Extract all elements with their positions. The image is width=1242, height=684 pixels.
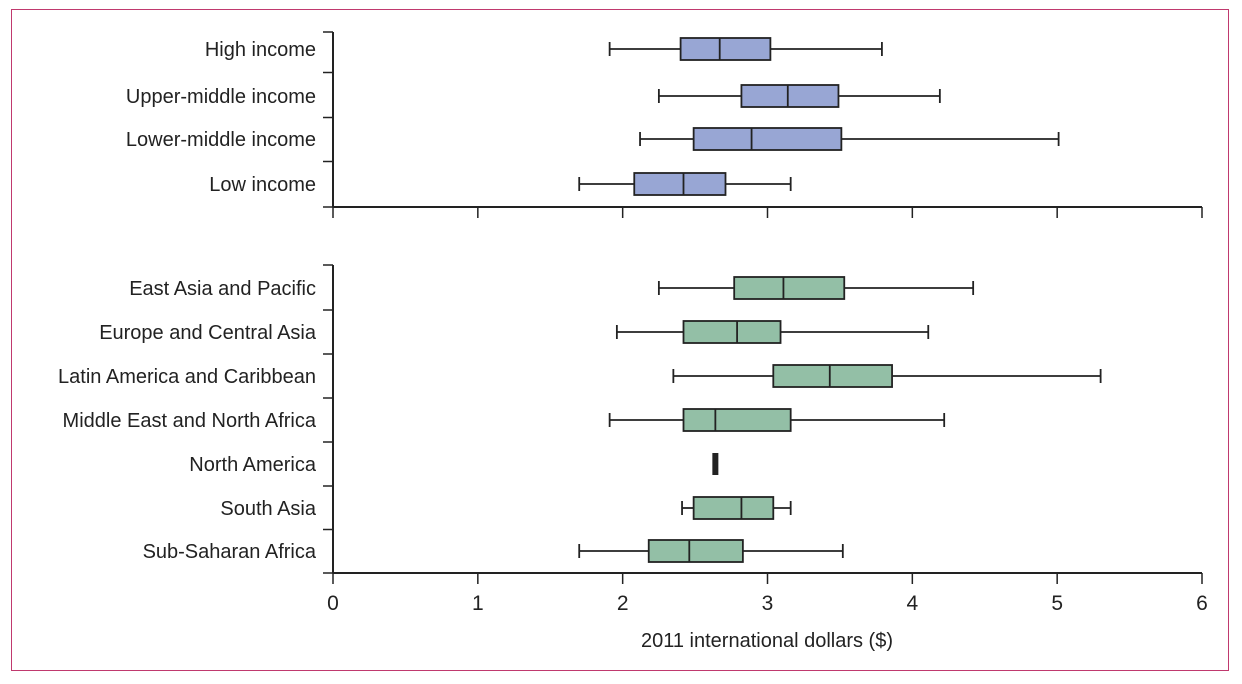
iqr-box xyxy=(772,364,893,388)
box-latin-america-and-caribbean: Latin America and Caribbean xyxy=(58,364,1102,388)
iqr-box xyxy=(682,320,782,344)
panel-income: High income Upper-middle income Lower-midd… xyxy=(126,31,1203,218)
box-south-asia: South Asia xyxy=(220,496,792,520)
iqr-box xyxy=(679,37,772,61)
box-lower-middle-income: Lower-middle income xyxy=(126,127,1060,151)
category-label: Europe and Central Asia xyxy=(99,322,317,344)
iqr-box xyxy=(733,276,846,300)
category-label: Latin America and Caribbean xyxy=(58,366,316,388)
category-label: North America xyxy=(189,454,317,476)
box-europe-and-central-asia: Europe and Central Asia xyxy=(99,320,930,344)
iqr-box xyxy=(692,127,843,151)
box-middle-east-and-north-africa: Middle East and North Africa xyxy=(63,408,946,432)
x-tick-label: 6 xyxy=(1196,592,1208,615)
x-tick-label: 0 xyxy=(327,592,339,615)
box-east-asia-and-pacific: East Asia and Pacific xyxy=(129,276,975,300)
box-north-america: North America xyxy=(189,453,719,476)
box-low-income: Low income xyxy=(209,172,792,196)
category-label: East Asia and Pacific xyxy=(129,278,316,300)
iqr-box xyxy=(692,496,775,520)
iqr-box xyxy=(647,539,744,563)
iqr-box xyxy=(633,172,727,196)
box-upper-middle-income: Upper-middle income xyxy=(126,84,941,108)
figure-frame xyxy=(11,9,1229,671)
x-tick-label: 1 xyxy=(472,592,484,615)
x-tick-label: 5 xyxy=(1051,592,1063,615)
category-label: Lower-middle income xyxy=(126,129,316,151)
category-label: High income xyxy=(205,39,316,61)
category-label: Middle East and North Africa xyxy=(63,410,317,432)
iqr-box xyxy=(740,84,840,108)
x-tick-label: 4 xyxy=(906,592,918,615)
category-label: Low income xyxy=(209,174,316,196)
x-tick-label: 3 xyxy=(762,592,774,615)
iqr-box xyxy=(682,408,792,432)
single-value-mark xyxy=(712,453,719,475)
box-high-income: High income xyxy=(205,37,883,61)
panel-region: 0 1 2 3 4 5 6 East Asia and Pacific Europe and C… xyxy=(58,264,1208,615)
category-label: South Asia xyxy=(220,498,317,520)
x-tick-label: 2 xyxy=(617,592,629,615)
x-axis-label: 2011 international dollars ($) xyxy=(641,630,893,652)
category-label: Upper-middle income xyxy=(126,86,316,108)
box-sub-saharan-africa: Sub-Saharan Africa xyxy=(143,539,844,563)
category-label: Sub-Saharan Africa xyxy=(143,541,317,563)
